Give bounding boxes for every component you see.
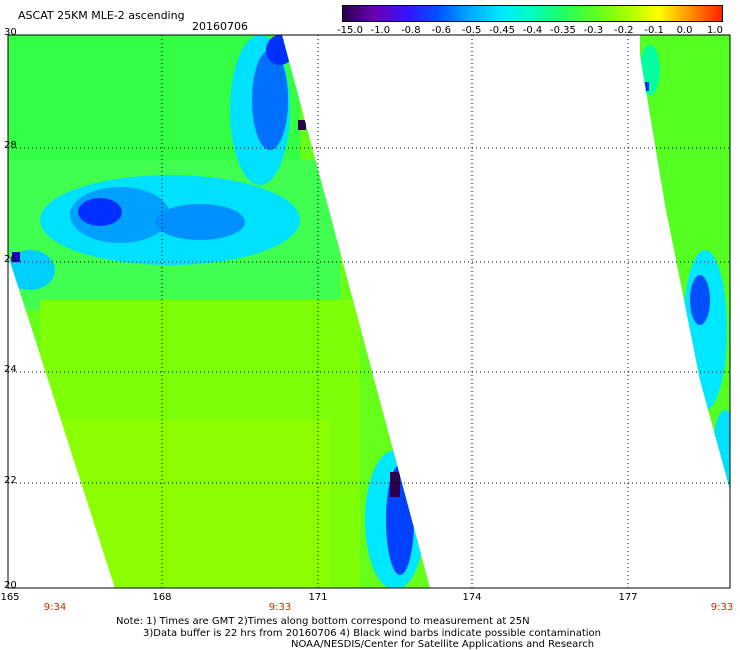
colorbar-label: -0.5 [461, 25, 482, 36]
colorbar-label: 0.0 [676, 25, 693, 36]
colorbar-label: -0.8 [401, 25, 421, 36]
colorbar-label: -15.0 [337, 25, 363, 36]
latitude-label: 26 [4, 254, 17, 265]
colorbar-label: -0.4 [522, 25, 543, 36]
note-line-2: 3)Data buffer is 22 hrs from 20160706 4)… [143, 628, 601, 639]
latitude-label: 20 [4, 580, 17, 591]
time-label: 9:33 [268, 602, 292, 613]
colorbar-label: -0.2 [613, 25, 634, 36]
latitude-label: 24 [4, 364, 17, 375]
colorbar-label: -0.3 [583, 25, 604, 36]
longitude-label: 174 [462, 592, 482, 603]
colorbar-label: -1.0 [370, 25, 391, 36]
longitude-label: 171 [308, 592, 328, 603]
colorbar-label: -0.35 [549, 25, 576, 36]
note-line-3: NOAA/NESDIS/Center for Satellite Applica… [291, 639, 595, 650]
graticule [8, 35, 730, 588]
map-title: ASCAT 25KM MLE-2 ascending [18, 9, 185, 22]
note-line-1: Note: 1) Times are GMT 2)Times along bot… [116, 616, 530, 627]
colorbar-label: -0.45 [489, 25, 516, 36]
time-label: 9:34 [43, 602, 67, 613]
left-swath [8, 35, 430, 588]
colorbar-label: -0.6 [431, 25, 452, 36]
map-date: 20160706 [192, 20, 248, 33]
colorbar [342, 5, 723, 22]
longitude-label: 165 [0, 592, 20, 603]
right-swath [640, 35, 730, 490]
latitude-label: 30 [4, 27, 17, 38]
colorbar-label: -0.1 [644, 25, 664, 36]
colorbar-label: 1.0 [707, 25, 723, 36]
latitude-label: 22 [4, 475, 17, 486]
longitude-label: 168 [152, 592, 172, 603]
time-label: 9:33 [710, 602, 734, 613]
latitude-label: 28 [4, 140, 17, 151]
longitude-label: 177 [618, 592, 638, 603]
map-frame [7, 34, 731, 589]
